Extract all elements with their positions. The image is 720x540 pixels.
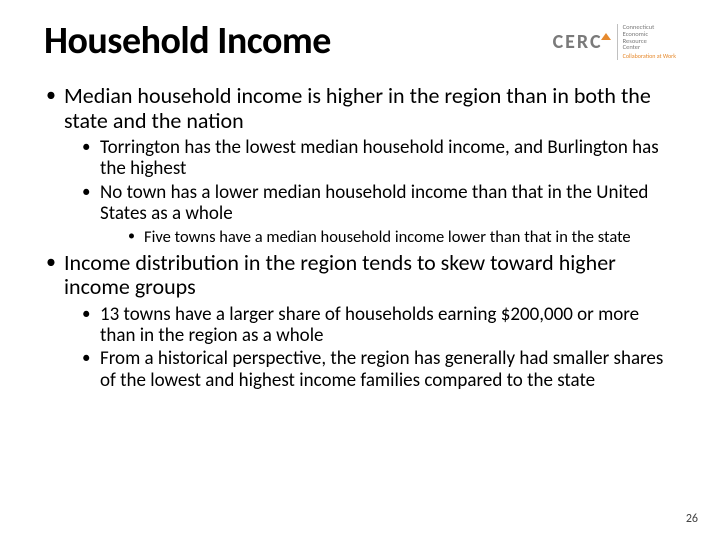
bullet-list-lvl3: Five towns have a median household incom… [100, 228, 676, 246]
content: Median household income is higher in the… [44, 84, 676, 391]
bullet-text: Five towns have a median household incom… [144, 227, 631, 247]
logo-caret-icon [601, 33, 611, 40]
bullet-text: No town has a lower median household inc… [100, 181, 648, 225]
logo-tagline: Collaboration at Work [623, 53, 676, 59]
bullet-lvl3: Five towns have a median household incom… [126, 228, 676, 246]
bullet-text: 13 towns have a larger share of househol… [100, 303, 639, 347]
bullet-lvl2: From a historical perspective, the regio… [80, 348, 676, 391]
bullet-lvl1: Median household income is higher in the… [44, 84, 676, 247]
bullet-list: Median household income is higher in the… [44, 84, 676, 391]
bullet-list-lvl2: Torrington has the lowest median househo… [64, 137, 676, 247]
slide-title: Household Income [44, 22, 331, 62]
slide: Household Income CERC Connecticut Econom… [0, 0, 720, 540]
logo-side-4: Center [623, 44, 676, 51]
bullet-lvl1: Income distribution in the region tends … [44, 251, 676, 391]
header-row: Household Income CERC Connecticut Econom… [44, 22, 676, 62]
logo-letters: CERC [553, 30, 603, 54]
bullet-lvl2: Torrington has the lowest median househo… [80, 137, 676, 180]
bullet-text: Torrington has the lowest median househo… [100, 136, 659, 180]
bullet-text: From a historical perspective, the regio… [100, 347, 663, 391]
bullet-text: Income distribution in the region tends … [64, 249, 616, 301]
bullet-text: Median household income is higher in the… [64, 82, 651, 134]
logo-side: Connecticut Economic Resource Center Col… [617, 24, 676, 60]
logo: CERC Connecticut Economic Resource Cente… [553, 24, 676, 60]
page-number: 26 [686, 512, 698, 526]
bullet-list-lvl2: 13 towns have a larger share of househol… [64, 304, 676, 391]
bullet-lvl2: 13 towns have a larger share of househol… [80, 304, 676, 347]
logo-text: CERC [553, 30, 611, 54]
bullet-lvl2: No town has a lower median household inc… [80, 182, 676, 247]
